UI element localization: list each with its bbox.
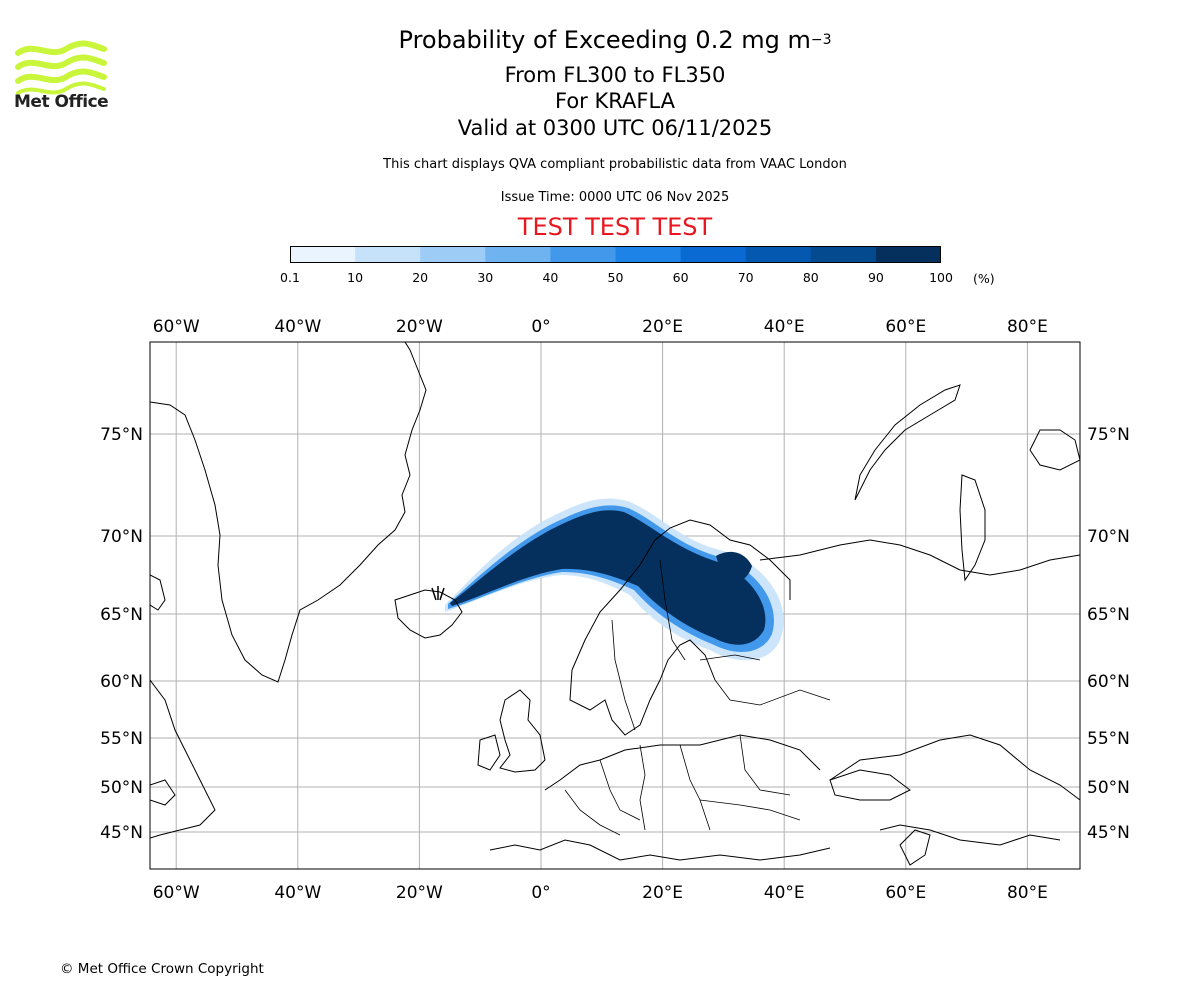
longitude-label-bottom: 20°W [396, 883, 443, 900]
latitude-label-left: 50°N [100, 778, 143, 798]
longitude-label-bottom: 60°E [885, 883, 926, 900]
longitude-label-top: 40°E [764, 317, 805, 337]
volcano-name: For KRAFLA [555, 89, 675, 113]
latitude-label-left: 45°N [100, 823, 143, 843]
latitude-label-right: 50°N [1087, 778, 1130, 798]
colorbar-segment [485, 246, 551, 263]
longitude-label-bottom: 40°W [274, 883, 321, 900]
colorbar-segment [810, 246, 877, 263]
colorbar-segment [420, 246, 486, 263]
colorbar-segment [550, 246, 616, 263]
longitude-label-bottom: 20°E [642, 883, 683, 900]
chart-title: Probability of Exceeding 0.2 mg m−3 [398, 26, 832, 54]
data-source-note: This chart displays QVA compliant probab… [383, 157, 847, 172]
colorbar-tick-label: 100 [929, 270, 953, 285]
latitude-label-left: 60°N [100, 672, 143, 692]
latitude-label-left: 70°N [100, 527, 143, 547]
latitude-label-right: 55°N [1087, 729, 1130, 749]
colorbar-segment [745, 246, 812, 263]
latitude-label-left: 65°N [100, 605, 143, 625]
valid-time: Valid at 0300 UTC 06/11/2025 [457, 116, 773, 140]
colorbar-segment [290, 246, 356, 263]
volcano-marker [431, 586, 445, 601]
colorbar-segment [355, 246, 421, 263]
met-office-logo-waves [15, 40, 107, 95]
longitude-label-top: 40°W [274, 317, 321, 337]
longitude-label-top: 60°W [153, 317, 200, 337]
latitude-label-left: 55°N [100, 729, 143, 749]
colorbar-tick-label: 50 [607, 270, 624, 285]
colorbar-tick-label: 40 [542, 270, 559, 285]
copyright-notice: © Met Office Crown Copyright [60, 961, 264, 977]
axis-labels: 60°W 60°W 40°W 40°W 20°W 20°W 0° 0° 20°E 20°E 40°E… [100, 317, 1130, 900]
probability-colorbar [290, 246, 941, 263]
latitude-label-right: 70°N [1087, 527, 1130, 547]
coastlines [150, 342, 1080, 866]
colorbar-tick-label: 30 [477, 270, 494, 285]
colorbar-unit: (%) [973, 271, 995, 286]
colorbar-tick-label: 60 [672, 270, 689, 285]
longitude-label-bottom: 60°W [153, 883, 200, 900]
latitude-label-left: 75°N [100, 425, 143, 445]
colorbar-segment [680, 246, 747, 263]
latitude-label-right: 75°N [1087, 425, 1130, 445]
met-office-logo-text: Met Office [14, 92, 109, 112]
longitude-label-top: 20°E [642, 317, 683, 337]
colorbar-tick-label: 20 [412, 270, 429, 285]
latitude-label-right: 60°N [1087, 672, 1130, 692]
graticule [150, 342, 1080, 869]
colorbar-tick-label: 70 [737, 270, 754, 285]
longitude-label-bottom: 80°E [1007, 883, 1048, 900]
longitude-label-top: 60°E [885, 317, 926, 337]
longitude-label-top: 20°W [396, 317, 443, 337]
colorbar-tick-label: 80 [802, 270, 819, 285]
longitude-label-top: 80°E [1007, 317, 1048, 337]
ash-probability-map: 60°W 60°W 40°W 40°W 20°W 20°W 0° 0° 20°E 20°E 40°E… [100, 317, 1130, 900]
colorbar-tick-label: 0.1 [280, 270, 300, 285]
latitude-label-right: 65°N [1087, 605, 1130, 625]
longitude-label-top: 0° [531, 317, 550, 337]
test-banner: TEST TEST TEST [517, 213, 713, 241]
latitude-label-right: 45°N [1087, 823, 1130, 843]
flight-level-range: From FL300 to FL350 [504, 63, 726, 87]
colorbar-segment [875, 246, 941, 263]
colorbar-tick-label: 10 [347, 270, 364, 285]
issue-time: Issue Time: 0000 UTC 06 Nov 2025 [500, 190, 730, 205]
longitude-label-bottom: 40°E [764, 883, 805, 900]
country-borders [564, 559, 831, 836]
longitude-label-bottom: 0° [531, 883, 550, 900]
colorbar-segment [615, 246, 682, 263]
ash-cloud [445, 498, 784, 661]
colorbar-tick-label: 90 [867, 270, 884, 285]
